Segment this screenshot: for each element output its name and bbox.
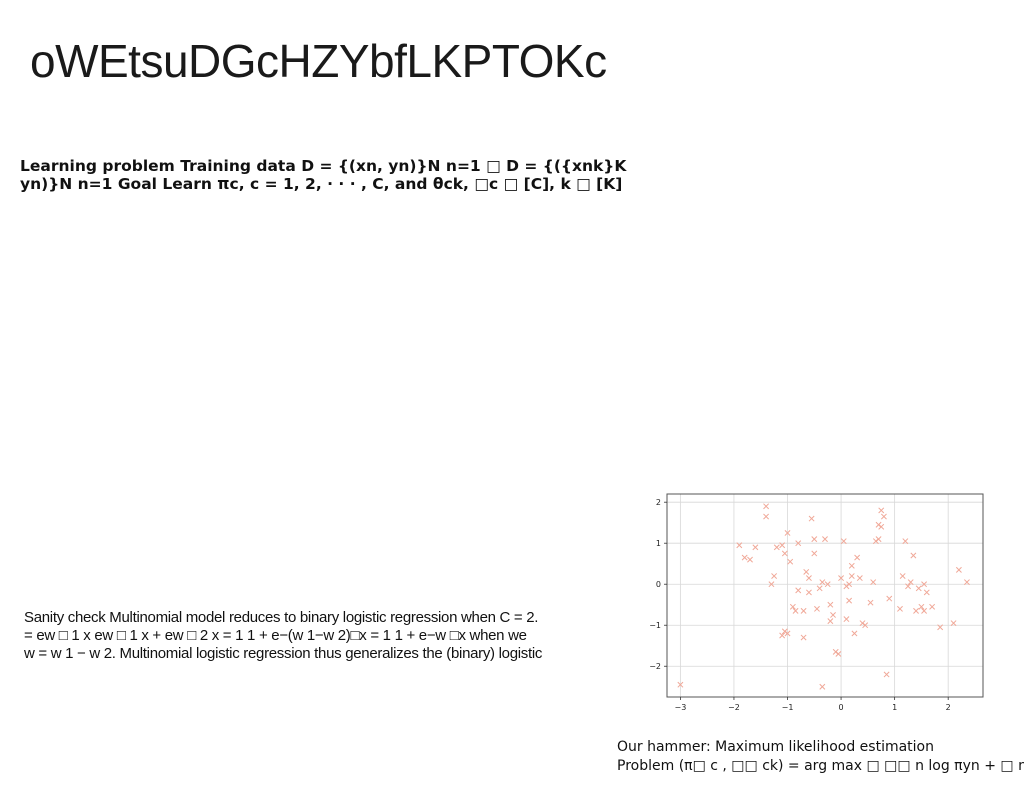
x-tick-label: 1 <box>892 703 897 712</box>
sanity-check-line-3: w = w 1 − w 2. Multinomial logistic regr… <box>24 645 543 662</box>
data-point <box>811 536 818 543</box>
data-point <box>814 605 820 612</box>
data-point <box>875 536 882 543</box>
learning-problem-line-2: yn)}N n=1 Goal Learn πc, c = 1, 2, · · ·… <box>20 175 623 193</box>
hammer-line-1: Our hammer: Maximum likelihood estimatio… <box>617 739 934 755</box>
data-point <box>840 538 847 545</box>
data-point <box>846 597 853 604</box>
data-point <box>763 513 770 520</box>
data-point <box>910 552 917 559</box>
data-point <box>921 607 928 614</box>
data-point <box>795 540 802 547</box>
data-point <box>784 530 791 536</box>
data-point <box>937 624 944 631</box>
data-point <box>771 573 778 579</box>
slide-title: oWEtsuDGcHZYbfLKPTOKc <box>30 35 607 87</box>
data-point <box>747 556 753 563</box>
data-point <box>752 544 759 551</box>
data-point <box>800 607 807 614</box>
data-point <box>741 554 748 561</box>
data-point <box>773 544 780 551</box>
data-point <box>862 622 869 629</box>
data-point <box>736 542 743 549</box>
data-point <box>779 632 786 639</box>
data-point <box>843 616 850 623</box>
data-point <box>918 603 925 610</box>
data-point <box>819 683 826 690</box>
x-tick-label: −1 <box>782 703 794 712</box>
data-point <box>913 607 920 614</box>
data-point <box>789 603 796 610</box>
data-point <box>784 630 791 637</box>
hammer-line-2: Problem (π□ c , □□ ck) = arg max □ □□ n … <box>617 758 1024 774</box>
data-point <box>899 573 906 579</box>
data-point <box>848 562 855 569</box>
data-point <box>880 513 887 520</box>
data-point <box>915 585 922 592</box>
data-point <box>870 579 877 586</box>
sanity-check-line-2: = ew □ 1 x ew □ 1 x + ew □ 2 x = 1 1 + e… <box>24 627 527 644</box>
hammer-text: Our hammer: Maximum likelihood estimatio… <box>617 738 1024 776</box>
data-point <box>816 585 823 592</box>
data-point <box>805 589 812 596</box>
data-point <box>805 575 812 582</box>
scatter-plot: −3 −2 −1 0 1 2 −2 −1 0 1 2 <box>649 493 984 712</box>
y-tick-label: 2 <box>656 498 661 507</box>
data-point <box>819 579 826 586</box>
data-point <box>792 607 799 614</box>
data-point <box>822 536 828 543</box>
data-point <box>923 589 930 596</box>
y-tick-label: −1 <box>649 621 661 630</box>
data-point <box>878 523 885 530</box>
data-point <box>779 542 786 549</box>
sanity-check-text: Sanity check Multinomial model reduces t… <box>24 609 624 663</box>
data-point <box>867 599 874 606</box>
data-point <box>800 634 807 641</box>
data-point <box>827 601 834 608</box>
data-point <box>929 603 936 610</box>
data-point <box>787 558 794 565</box>
data-point <box>830 612 836 618</box>
data-point <box>838 575 845 582</box>
learning-problem-line-1: Learning problem Training data D = {(xn,… <box>20 157 627 175</box>
data-point <box>905 583 911 590</box>
data-point <box>811 550 818 557</box>
sanity-check-line-1: Sanity check Multinomial model reduces t… <box>24 609 539 626</box>
data-point <box>795 587 802 594</box>
y-tick-label: 1 <box>656 539 661 548</box>
y-tick-label: 0 <box>656 580 661 589</box>
x-tick-label: 0 <box>839 703 844 712</box>
y-tick-label: −2 <box>649 662 661 671</box>
data-point <box>854 554 861 561</box>
data-point <box>781 550 788 557</box>
data-point <box>921 581 928 588</box>
data-point <box>803 568 810 575</box>
data-point <box>848 573 855 579</box>
data-point <box>768 581 775 588</box>
data-point <box>878 507 885 514</box>
data-point <box>856 575 863 582</box>
data-point <box>824 581 831 588</box>
data-point <box>851 630 858 637</box>
plot-frame <box>666 493 984 698</box>
data-point <box>883 671 890 678</box>
data-point <box>808 515 815 522</box>
x-tick-label: −3 <box>674 703 686 712</box>
data-point <box>677 681 684 688</box>
data-point <box>886 595 893 602</box>
data-point <box>897 605 903 612</box>
data-point <box>902 538 909 545</box>
learning-problem-text: Learning problem Training data D = {(xn,… <box>20 157 660 193</box>
data-point <box>950 620 957 627</box>
data-point <box>963 579 970 586</box>
data-point <box>827 618 834 625</box>
x-tick-label: 2 <box>946 703 951 712</box>
data-point <box>955 566 962 573</box>
data-point <box>835 650 842 657</box>
data-point <box>763 503 770 510</box>
data-point <box>907 579 914 586</box>
x-tick-label: −2 <box>728 703 740 712</box>
data-point <box>846 581 853 588</box>
